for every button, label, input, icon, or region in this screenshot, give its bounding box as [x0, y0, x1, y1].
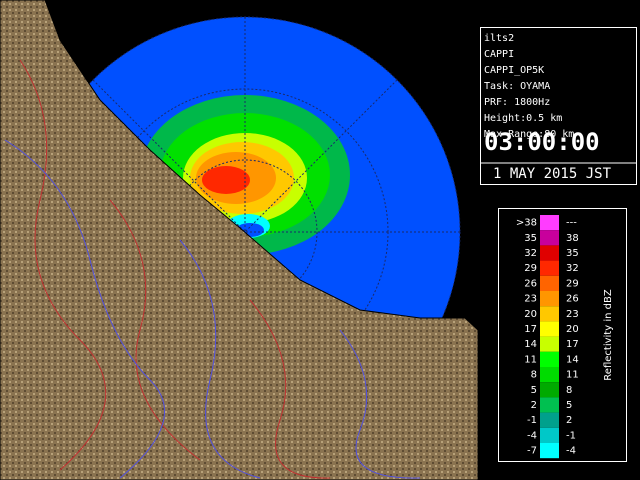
legend-high: 14 — [566, 354, 579, 365]
legend-low: 35 — [524, 233, 537, 244]
legend-high: 38 — [566, 233, 579, 244]
info-panel — [480, 27, 637, 185]
legend-swatch — [540, 260, 559, 276]
echo-red — [202, 166, 250, 194]
legend-low: >38 — [516, 218, 537, 229]
legend-low: 17 — [524, 324, 537, 335]
legend-swatch — [540, 306, 559, 322]
legend-low: 20 — [524, 309, 537, 320]
legend-swatch — [540, 215, 559, 231]
legend-low: 5 — [531, 385, 537, 396]
legend-high: 5 — [566, 400, 572, 411]
legend-swatch — [540, 397, 559, 413]
legend-high: --- — [566, 218, 577, 229]
legend-swatch — [540, 412, 559, 428]
legend-low: 2 — [531, 400, 537, 411]
legend-high: 35 — [566, 248, 579, 259]
legend-swatch — [540, 230, 559, 246]
info-line: Max Range:80 km — [484, 129, 574, 140]
info-line: PRF: 1800Hz — [484, 97, 550, 108]
legend-swatch — [540, 245, 559, 261]
legend-swatch — [540, 351, 559, 367]
legend-high: 26 — [566, 294, 579, 305]
legend-low: 29 — [524, 263, 537, 274]
legend-title: Reflectivity in dBZ — [603, 289, 614, 381]
legend-low: -7 — [527, 446, 537, 457]
legend-low: 8 — [531, 370, 537, 381]
legend-swatch — [540, 275, 559, 291]
legend-low: -1 — [527, 415, 537, 426]
legend-swatch — [540, 321, 559, 337]
legend-swatch — [540, 336, 559, 352]
legend-low: 23 — [524, 294, 537, 305]
legend-swatch — [540, 367, 559, 383]
legend-swatch — [540, 291, 559, 307]
legend-high: -4 — [566, 446, 576, 457]
legend-high: 11 — [566, 370, 579, 381]
legend-swatch — [540, 427, 559, 443]
legend-high: 32 — [566, 263, 579, 274]
legend-high: 29 — [566, 278, 579, 289]
time: 03:00:00 — [484, 128, 600, 156]
legend-low: 26 — [524, 278, 537, 289]
info-line: Task: OYAMA — [484, 81, 550, 92]
legend-high: 20 — [566, 324, 579, 335]
legend-swatch — [540, 443, 559, 459]
info-line: CAPPI — [484, 49, 514, 60]
info-line: CAPPI_OP5K — [484, 65, 544, 76]
date: 1 MAY 2015 JST — [493, 166, 612, 182]
legend-high: 2 — [566, 415, 572, 426]
legend-high: -1 — [566, 430, 576, 441]
legend-high: 17 — [566, 339, 579, 350]
info-line: Height:0.5 km — [484, 113, 562, 124]
map — [0, 0, 478, 480]
legend-low: -4 — [527, 430, 537, 441]
legend — [498, 208, 627, 462]
legend-low: 11 — [524, 354, 537, 365]
legend-high: 8 — [566, 385, 572, 396]
legend-low: 14 — [524, 339, 537, 350]
legend-swatch — [540, 382, 559, 398]
info-line: ilts2 — [484, 33, 514, 44]
legend-low: 32 — [524, 248, 537, 259]
rivers-borders — [4, 59, 421, 479]
legend-high: 23 — [566, 309, 579, 320]
